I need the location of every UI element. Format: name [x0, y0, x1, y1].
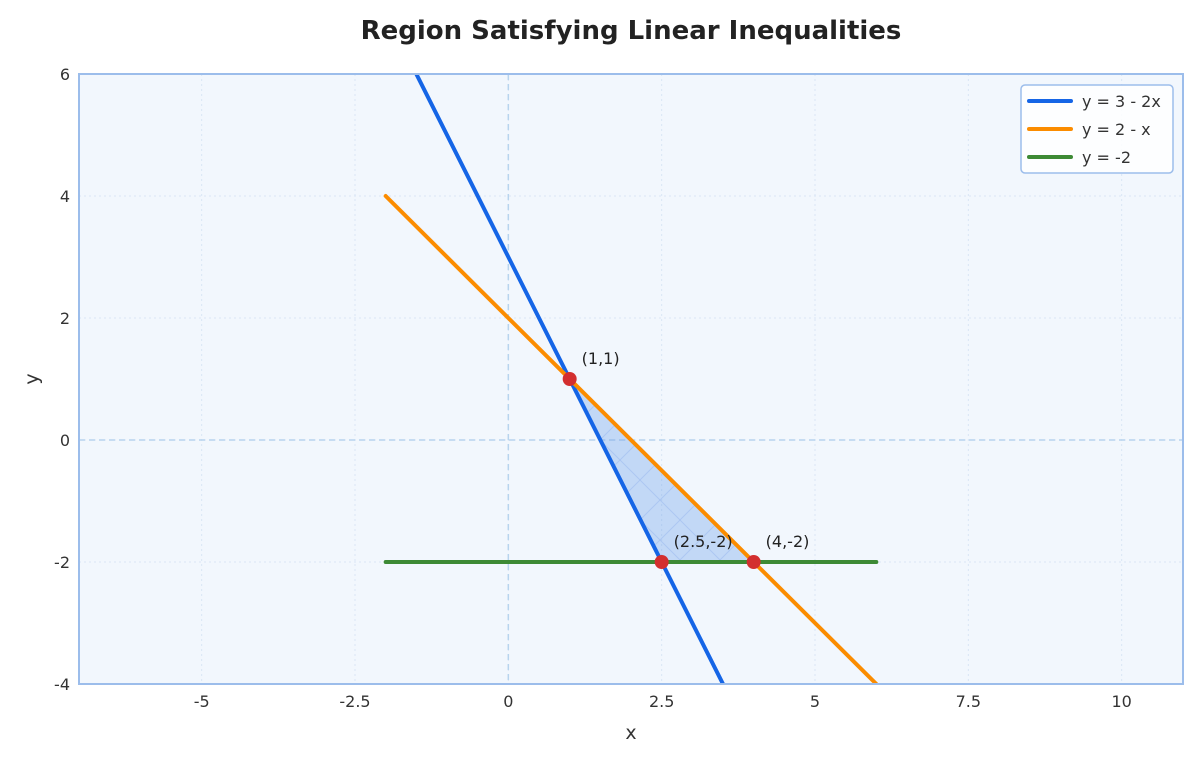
- x-tick-label: -5: [194, 692, 210, 711]
- plot-frame: [78, 73, 1184, 685]
- intersection-point-label-2: (2.5,-2): [674, 532, 733, 551]
- y-tick-label: 4: [60, 187, 70, 206]
- series-line-2: [383, 194, 879, 684]
- x-tick-label: -2.5: [339, 692, 370, 711]
- y-tick-label: -2: [54, 553, 70, 572]
- legend-label-2: y = 2 - x: [1082, 120, 1151, 139]
- x-tick-label: 0: [503, 692, 513, 711]
- legend-box: [1020, 84, 1174, 174]
- chart-title: Region Satisfying Linear Inequalities: [361, 16, 902, 46]
- x-tick-label: 7.5: [956, 692, 981, 711]
- legend: y = 3 - 2x y = 2 - x y = -2: [1020, 84, 1174, 174]
- x-tick-label: 2.5: [649, 692, 674, 711]
- y-tick-label: 2: [60, 309, 70, 328]
- y-tick-label: 0: [60, 431, 70, 450]
- y-axis-label: y: [21, 373, 43, 384]
- y-tick-label: -4: [54, 675, 70, 694]
- legend-label-3: y = -2: [1082, 148, 1131, 167]
- x-tick-label: 10: [1111, 692, 1131, 711]
- x-tick-labels: -5 -2.5 0 2.5 5 7.5 10: [194, 692, 1132, 711]
- intersection-point-label-3: (4,-2): [766, 532, 810, 551]
- y-tick-label: 6: [60, 65, 70, 84]
- intersection-point-3: [746, 555, 761, 569]
- plot-background: [79, 74, 1183, 684]
- y-tick-labels: -4 -2 0 2 4 6: [54, 65, 70, 694]
- intersection-point-label-1: (1,1): [582, 349, 620, 368]
- x-tick-label: 5: [810, 692, 820, 711]
- intersection-point-2: [654, 555, 669, 569]
- intersection-point-1: [562, 372, 577, 386]
- intersection-points: (1,1) (2.5,-2) (4,-2): [562, 349, 810, 569]
- legend-label-1: y = 3 - 2x: [1082, 92, 1161, 111]
- x-axis-label: x: [625, 722, 636, 744]
